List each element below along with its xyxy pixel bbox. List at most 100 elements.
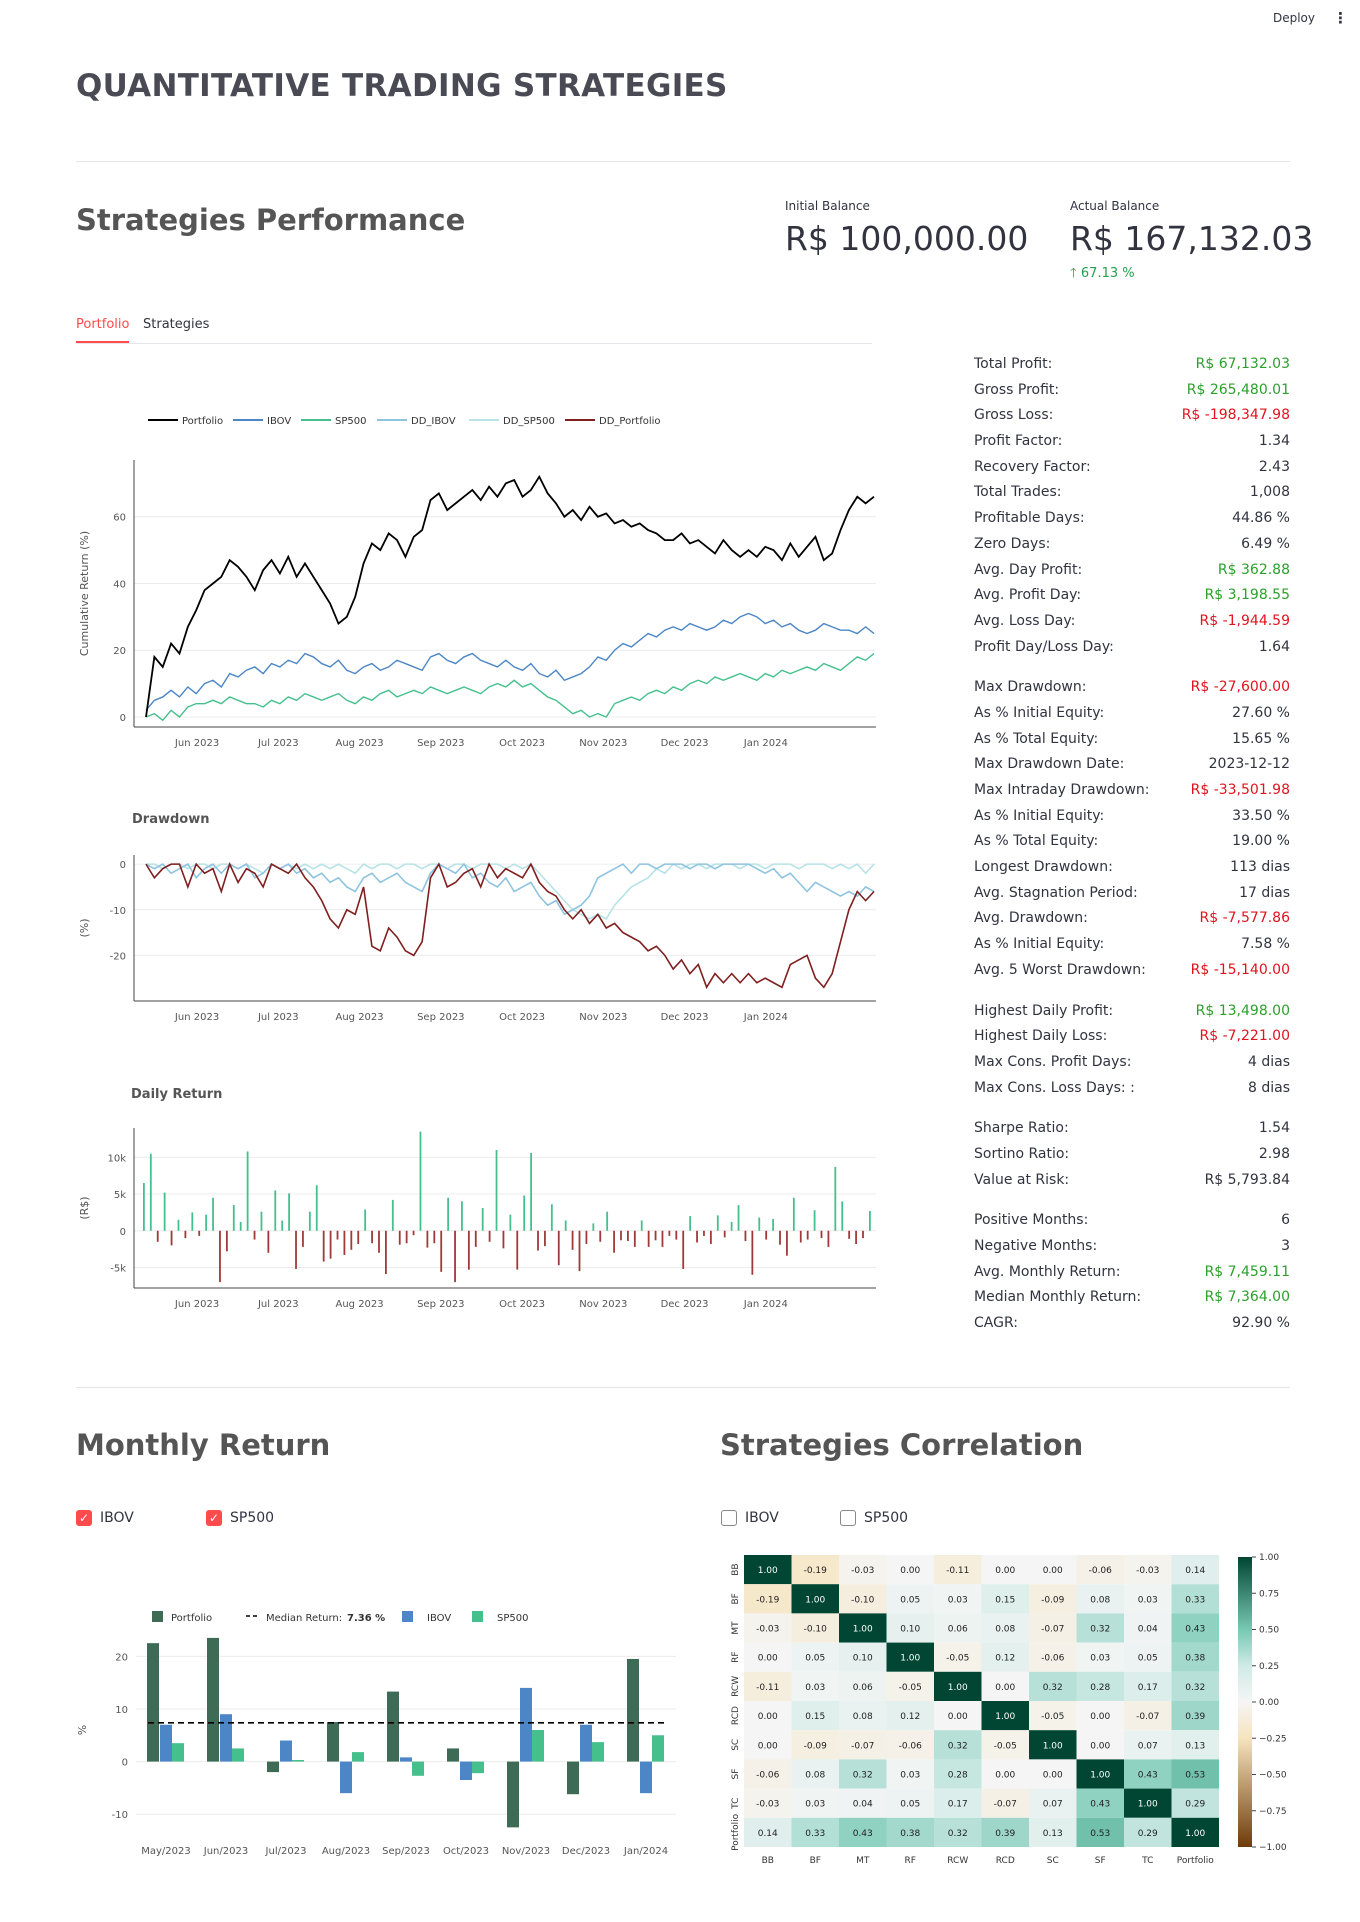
y-tick-label: -5k: [110, 1263, 126, 1274]
stat-value: 1.34: [1258, 433, 1290, 450]
main-menu-icon[interactable]: ⋮: [1333, 9, 1348, 27]
heatmap-cell: [744, 1701, 792, 1731]
stat-label: Avg. Loss Day:: [974, 612, 1076, 629]
daily-bar: [371, 1230, 373, 1244]
daily-bar: [675, 1230, 678, 1240]
daily-bar: [225, 1230, 228, 1252]
daily-bar: [447, 1197, 450, 1231]
stat-row: Gross Loss: R$ -198,347.98: [974, 403, 1290, 429]
heatmap-cell: [1076, 1555, 1124, 1585]
x-tick-label: Jun/2023: [203, 1846, 248, 1857]
heatmap-cell: [1029, 1642, 1077, 1672]
chart-title: Drawdown: [132, 812, 210, 827]
bar-ibov: [160, 1724, 172, 1762]
daily-bar: [689, 1216, 692, 1231]
legend-label: Portfolio: [182, 416, 223, 427]
cell-label: 0.32: [1043, 1683, 1063, 1693]
cell-label: 0.33: [805, 1829, 825, 1839]
cell-label: 0.32: [1090, 1625, 1110, 1635]
cell-label: -0.03: [851, 1566, 874, 1576]
x-tick-label: Oct 2023: [499, 1012, 545, 1023]
x-tick-label: Aug 2023: [335, 1012, 383, 1023]
sp500-checkbox[interactable]: ✓ SP500: [206, 1510, 274, 1526]
cell-label: 0.43: [1138, 1771, 1158, 1781]
daily-bar: [855, 1230, 857, 1244]
x-tick-label: Sep 2023: [417, 738, 464, 749]
stat-label: As % Total Equity:: [974, 730, 1099, 747]
legend-label: DD_SP500: [503, 416, 555, 427]
daily-bar: [481, 1208, 484, 1231]
corr-ibov-checkbox[interactable]: IBOV: [721, 1510, 779, 1526]
stat-value: 44.86 %: [1232, 510, 1290, 527]
corr-sp500-checkbox[interactable]: SP500: [840, 1510, 908, 1526]
stat-value: 6: [1281, 1212, 1290, 1229]
cell-label: 0.12: [995, 1654, 1015, 1664]
x-tick-label: Jul 2023: [257, 1012, 299, 1023]
heatmap-cell: [744, 1555, 792, 1585]
y-tick-label: SF: [731, 1769, 741, 1780]
daily-bar: [834, 1166, 837, 1231]
divider: [76, 1387, 1290, 1388]
stat-value: 2023-12-12: [1208, 756, 1290, 773]
cell-label: 0.13: [1043, 1829, 1063, 1839]
page-title: QUANTITATIVE TRADING STRATEGIES: [76, 68, 728, 104]
tab-portfolio[interactable]: Portfolio: [76, 317, 130, 343]
x-tick-label: Oct 2023: [499, 1299, 545, 1310]
x-tick-label: BF: [810, 1856, 821, 1865]
heatmap-cell: [791, 1642, 839, 1672]
x-tick-label: SF: [1095, 1856, 1106, 1865]
cell-label: 0.38: [1185, 1654, 1205, 1664]
heatmap-cell: [886, 1788, 934, 1818]
y-tick-label: RCD: [731, 1706, 741, 1725]
x-tick-label: RF: [905, 1856, 916, 1865]
stat-label: Max Drawdown:: [974, 679, 1087, 696]
heatmap-cell: [1076, 1759, 1124, 1789]
bar-ibov: [340, 1761, 352, 1794]
cell-label: 0.00: [995, 1683, 1015, 1693]
daily-bar: [627, 1230, 629, 1242]
daily-bar: [737, 1205, 740, 1231]
daily-bar: [398, 1230, 401, 1245]
cell-label: 1.00: [758, 1566, 778, 1576]
cell-label: -0.11: [946, 1566, 969, 1576]
heatmap-cell: [981, 1701, 1029, 1731]
legend-label: 7.36 %: [347, 1613, 385, 1624]
daily-return-chart: Daily Return 10k 5k 0 -5k Jun 2023 Jul 2023 Aug…: [78, 1087, 876, 1310]
daily-bar: [827, 1230, 830, 1247]
cell-label: -0.09: [804, 1741, 828, 1751]
stat-label: Positive Months:: [974, 1212, 1089, 1229]
stat-value: R$ 67,132.03: [1195, 356, 1290, 372]
cell-label: 0.00: [900, 1566, 920, 1576]
colorbar-label: 0.50: [1259, 1626, 1279, 1636]
ibov-checkbox[interactable]: ✓ IBOV: [76, 1510, 134, 1526]
cell-label: 0.29: [1138, 1829, 1158, 1839]
heatmap-cell: [1076, 1817, 1124, 1847]
stat-value: 8 dias: [1247, 1079, 1290, 1096]
stat-label: Highest Daily Profit:: [974, 1002, 1114, 1019]
heatmap-cell: [1029, 1730, 1077, 1760]
stat-row: Sharpe Ratio: 1.54: [974, 1116, 1290, 1142]
heatmap-cell: [1124, 1788, 1172, 1818]
daily-bar: [537, 1230, 539, 1251]
stat-label: Avg. Profit Day:: [974, 587, 1082, 604]
daily-bar: [433, 1230, 436, 1244]
daily-bar: [585, 1230, 588, 1244]
cell-label: 0.29: [1185, 1800, 1205, 1810]
daily-bar: [378, 1230, 380, 1253]
divider: [76, 161, 1290, 162]
heatmap-cell: [1124, 1555, 1172, 1585]
stat-row: Gross Profit: R$ 265,480.01: [974, 378, 1290, 404]
stat-row: As % Initial Equity: 27.60 %: [974, 701, 1290, 727]
daily-bar: [509, 1214, 512, 1231]
heatmap-cell: [1124, 1671, 1172, 1701]
stat-label: Max Cons. Profit Days:: [974, 1053, 1132, 1070]
daily-bar: [765, 1230, 768, 1240]
deploy-button[interactable]: Deploy: [1272, 11, 1315, 25]
correlation-heatmap: 1.00 -0.19 -0.03 0.00 -0.11 0.00 0.00 -0.06 -0.0…: [731, 1553, 1287, 1865]
series-line-dd_ibov: [145, 862, 875, 916]
daily-bar: [640, 1220, 643, 1231]
stat-value: R$ -15,140.00: [1190, 961, 1290, 978]
tab-strategies[interactable]: Strategies: [143, 317, 210, 332]
stat-label: Profitable Days:: [974, 510, 1085, 527]
cell-label: 0.03: [1138, 1595, 1158, 1605]
